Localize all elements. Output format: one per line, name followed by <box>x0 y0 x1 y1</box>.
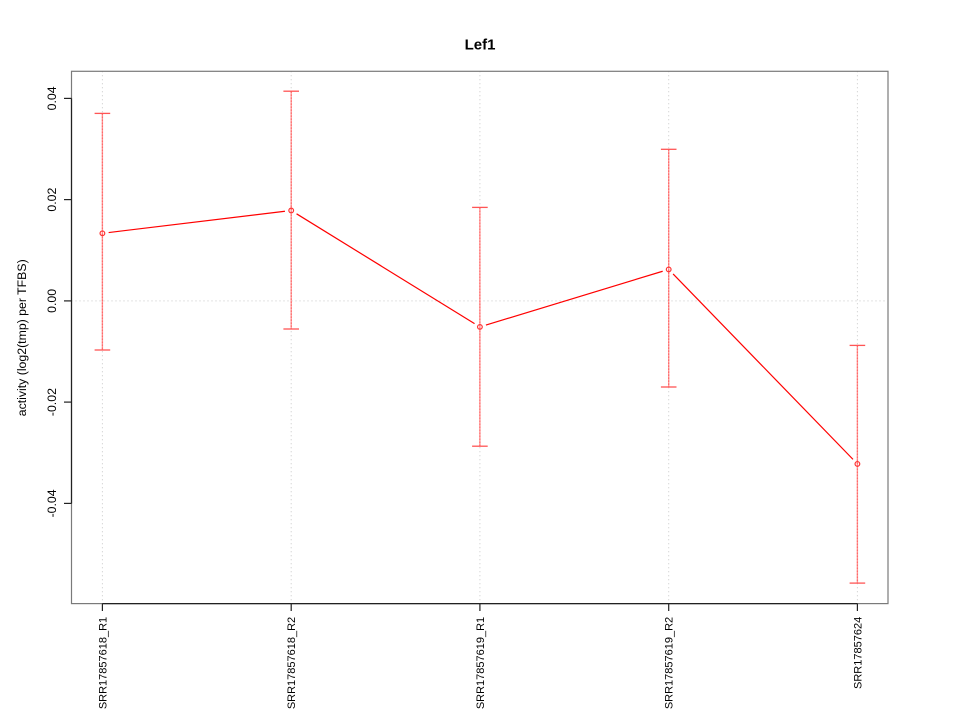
svg-text:SRR17857618_R2: SRR17857618_R2 <box>286 617 298 709</box>
svg-text:-0.02: -0.02 <box>45 388 59 416</box>
svg-text:0.02: 0.02 <box>45 187 59 211</box>
svg-text:Lef1: Lef1 <box>465 37 496 54</box>
svg-text:-0.04: -0.04 <box>45 489 59 517</box>
svg-text:activity (log2(tmp) per TFBS): activity (log2(tmp) per TFBS) <box>15 259 29 416</box>
svg-text:SRR17857624: SRR17857624 <box>852 617 864 689</box>
svg-text:SRR17857619_R2: SRR17857619_R2 <box>664 617 676 709</box>
svg-text:0.04: 0.04 <box>45 86 59 110</box>
svg-text:0.00: 0.00 <box>45 289 59 313</box>
svg-text:SRR17857618_R1: SRR17857618_R1 <box>97 617 109 709</box>
svg-text:SRR17857619_R1: SRR17857619_R1 <box>475 617 487 709</box>
